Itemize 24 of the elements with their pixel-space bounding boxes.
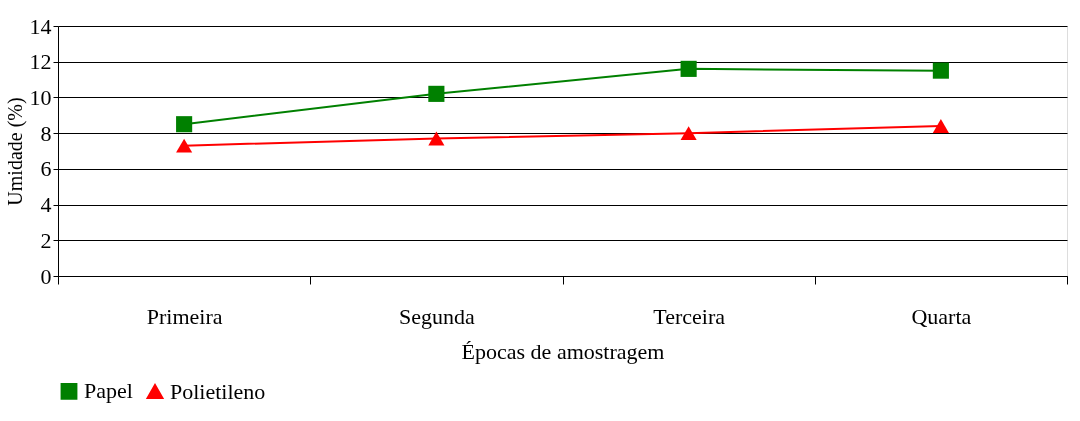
point [428, 85, 445, 102]
x-tick-label: Segunda [398, 303, 475, 329]
legend-label: Polietileno [170, 378, 266, 404]
point [176, 138, 193, 153]
x-tick-label: Primeira [146, 303, 223, 329]
y-tick-label: 8 [40, 120, 52, 146]
y-tick-label: 4 [40, 192, 52, 218]
y-tick-label: 10 [29, 84, 52, 110]
y-tick-label: 12 [29, 49, 52, 75]
legend-label: Papel [84, 378, 133, 404]
y-axis-title: Umidade (%) [3, 97, 27, 206]
y-tick-label: 0 [40, 263, 52, 289]
x-tick-label: Terceira [653, 303, 726, 329]
x-axis-title: Épocas de amostragem [461, 338, 665, 364]
point [680, 60, 697, 77]
y-tick-label: 6 [40, 156, 52, 182]
point [932, 62, 949, 79]
point [176, 116, 193, 133]
x-tick-label: Quarta [911, 303, 972, 329]
y-tick-label: 14 [29, 13, 52, 39]
point [932, 119, 949, 133]
point [428, 131, 445, 146]
point [680, 126, 697, 141]
y-tick-label: 2 [40, 227, 52, 253]
